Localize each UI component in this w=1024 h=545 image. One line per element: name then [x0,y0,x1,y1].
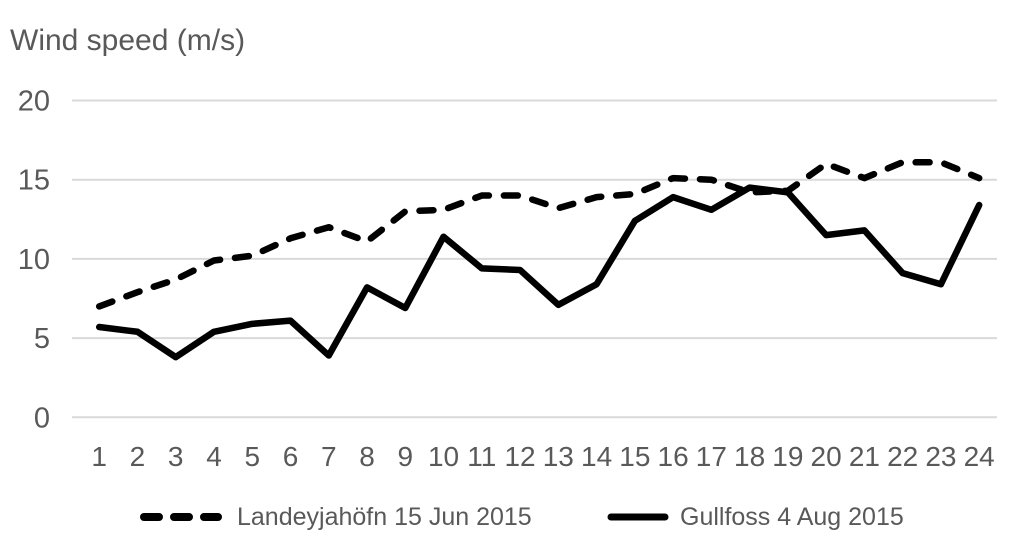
x-tick-label-14: 14 [581,441,612,472]
solid-line-marker [607,513,669,521]
x-tick-label-17: 17 [696,441,727,472]
legend-label-landeyjahofn: Landeyjahöfn 15 Jun 2015 [237,502,532,531]
x-tick-label-6: 6 [283,441,299,472]
x-tick-label-5: 5 [244,441,260,472]
x-tick-label-10: 10 [428,441,459,472]
legend-label-gullfoss: Gullfoss 4 Aug 2015 [680,502,904,531]
dashed-line-marker [140,513,222,521]
series-line-0 [95,159,983,310]
x-tick-label-18: 18 [734,441,765,472]
legend: Landeyjahöfn 15 Jun 2015 Gullfoss 4 Aug … [0,498,1024,536]
x-tick-label-19: 19 [772,441,803,472]
y-tick-label-20: 20 [18,86,50,118]
x-tick-label-3: 3 [168,441,184,472]
y-tick-label-5: 5 [34,323,50,355]
x-tick-label-2: 2 [130,441,146,472]
y-tick-label-10: 10 [18,244,50,276]
x-tick-label-23: 23 [925,441,956,472]
y-tick-label-0: 0 [34,402,50,434]
x-tick-label-13: 13 [543,441,574,472]
legend-item-gullfoss: Gullfoss 4 Aug 2015 [606,498,904,536]
x-tick-label-12: 12 [504,441,535,472]
x-tick-label-24: 24 [964,441,995,472]
x-tick-label-8: 8 [359,441,375,472]
x-tick-label-21: 21 [849,441,880,472]
y-tick-label-15: 15 [18,165,50,197]
x-tick-label-4: 4 [206,441,222,472]
chart-title: Wind speed (m/s) [10,24,246,57]
x-tick-label-16: 16 [658,441,689,472]
x-tick-label-1: 1 [91,441,107,472]
series-line-1 [95,184,983,361]
x-tick-label-7: 7 [321,441,337,472]
x-tick-label-15: 15 [619,441,650,472]
legend-item-landeyjahofn: Landeyjahöfn 15 Jun 2015 [135,498,532,536]
x-tick-label-20: 20 [811,441,842,472]
x-tick-label-11: 11 [467,441,496,472]
x-tick-label-9: 9 [397,441,413,472]
x-tick-label-22: 22 [887,441,918,472]
